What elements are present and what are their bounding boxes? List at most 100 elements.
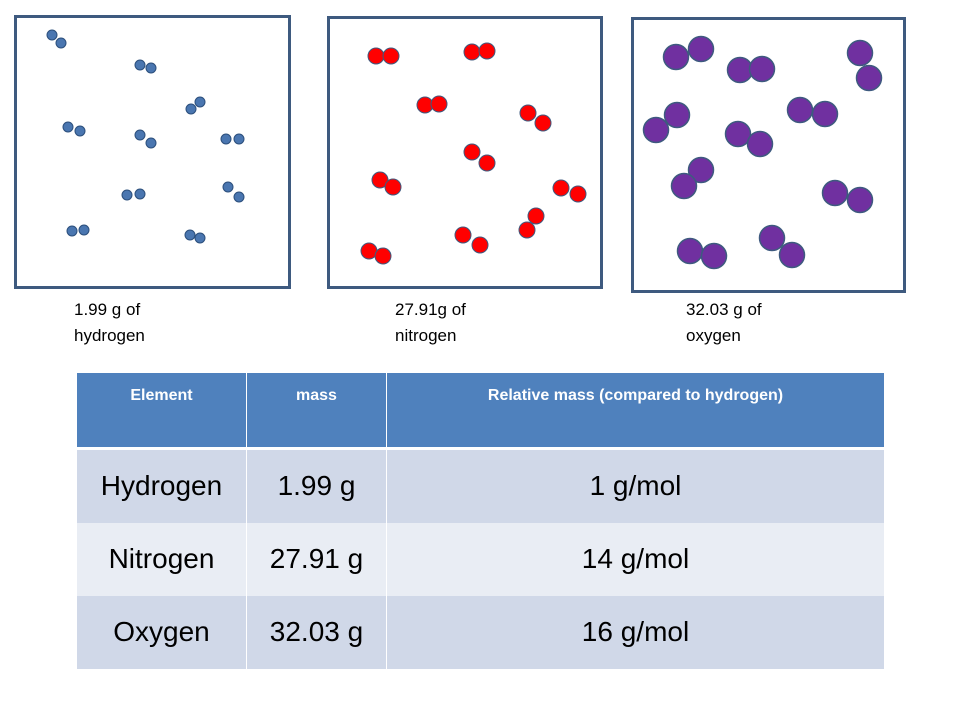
- oxygen-molecule: [726, 55, 776, 84]
- element-mass-table: Element mass Relative mass (compared to …: [76, 373, 885, 669]
- hydrogen-molecule: [185, 96, 206, 115]
- nitrogen-atom: [471, 236, 489, 254]
- hydrogen-molecule: [134, 129, 157, 149]
- oxygen-atom: [846, 39, 874, 67]
- nitrogen-atom: [374, 247, 392, 265]
- hydrogen-atom: [55, 37, 67, 49]
- nitrogen-molecule: [416, 95, 448, 114]
- oxygen-atom: [821, 179, 849, 207]
- hydrogen-atom: [134, 59, 146, 71]
- oxygen-molecule: [758, 224, 806, 269]
- nitrogen-molecule: [371, 171, 402, 196]
- oxygen-atom: [811, 100, 839, 128]
- nitrogen-atom: [527, 207, 545, 225]
- oxygen-container-box: [631, 17, 906, 293]
- oxygen-molecule: [821, 179, 874, 214]
- cell-element: Oxygen: [76, 595, 247, 669]
- hydrogen-molecule: [134, 59, 157, 74]
- nitrogen-atom: [367, 47, 385, 65]
- oxygen-molecule: [724, 120, 774, 158]
- nitrogen-atom: [454, 226, 472, 244]
- nitrogen-atom: [384, 178, 402, 196]
- hydrogen-atom: [145, 137, 157, 149]
- oxygen-molecule: [846, 39, 883, 92]
- hydrogen-caption: 1.99 g of hydrogen: [74, 300, 145, 345]
- nitrogen-caption: 27.91g of nitrogen: [395, 300, 466, 345]
- oxygen-atom: [642, 116, 670, 144]
- oxygen-atom: [855, 64, 883, 92]
- hydrogen-atom: [78, 224, 90, 236]
- hydrogen-atom: [220, 133, 232, 145]
- hydrogen-atom: [121, 189, 133, 201]
- nitrogen-atom: [478, 42, 496, 60]
- oxygen-atom: [786, 96, 814, 124]
- hydrogen-molecule: [220, 133, 245, 145]
- oxygen-atom: [726, 56, 754, 84]
- cell-relative-mass: 16 g/mol: [386, 595, 885, 669]
- hydrogen-atom: [62, 121, 74, 133]
- cell-mass: 27.91 g: [246, 522, 387, 596]
- oxygen-atom: [700, 242, 728, 270]
- table-row: Hydrogen 1.99 g 1 g/mol: [76, 448, 885, 523]
- hydrogen-molecule: [62, 121, 86, 137]
- hydrogen-molecule: [46, 29, 67, 49]
- nitrogen-molecule: [463, 143, 496, 172]
- nitrogen-atom: [371, 171, 389, 189]
- hydrogen-atom: [222, 181, 234, 193]
- hydrogen-atom: [145, 62, 157, 74]
- oxygen-atom: [662, 43, 690, 71]
- hydrogen-atom: [185, 103, 197, 115]
- nitrogen-molecule: [367, 47, 400, 65]
- nitrogen-atom: [534, 114, 552, 132]
- nitrogen-atom: [430, 95, 448, 113]
- hydrogen-atom: [66, 225, 78, 237]
- cell-mass: 1.99 g: [246, 448, 387, 523]
- cell-relative-mass: 14 g/mol: [386, 522, 885, 596]
- hydrogen-particles: [46, 29, 245, 244]
- hydrogen-container-box: [14, 15, 291, 289]
- nitrogen-molecule: [454, 226, 489, 254]
- table-header-row: Element mass Relative mass (compared to …: [76, 373, 885, 450]
- nitrogen-atom: [382, 47, 400, 65]
- nitrogen-molecule: [360, 242, 392, 265]
- nitrogen-molecule: [463, 42, 496, 61]
- oxygen-atom: [778, 241, 806, 269]
- oxygen-atom: [724, 120, 752, 148]
- hydrogen-atom: [233, 133, 245, 145]
- nitrogen-molecule: [519, 104, 552, 132]
- cell-element: Hydrogen: [76, 448, 247, 523]
- header-mass: mass: [246, 373, 387, 450]
- hydrogen-molecule: [184, 229, 206, 244]
- oxygen-molecule: [676, 237, 728, 270]
- nitrogen-atom: [552, 179, 570, 197]
- cell-relative-mass: 1 g/mol: [386, 448, 885, 523]
- nitrogen-container-box: [327, 16, 603, 289]
- hydrogen-atom: [194, 96, 206, 108]
- cell-element: Nitrogen: [76, 522, 247, 596]
- hydrogen-atom: [184, 229, 196, 241]
- oxygen-atom: [663, 101, 691, 129]
- oxygen-particles: [642, 35, 883, 270]
- nitrogen-atom: [569, 185, 587, 203]
- hydrogen-atom: [134, 129, 146, 141]
- hydrogen-molecule: [66, 224, 90, 237]
- nitrogen-atom: [518, 221, 536, 239]
- oxygen-caption: 32.03 g of oxygen: [686, 300, 762, 345]
- oxygen-atom: [670, 172, 698, 200]
- hydrogen-molecule: [121, 188, 146, 201]
- oxygen-atom: [687, 35, 715, 63]
- oxygen-atom: [758, 224, 786, 252]
- hydrogen-atom: [194, 232, 206, 244]
- oxygen-molecule: [670, 156, 715, 200]
- oxygen-atom: [676, 237, 704, 265]
- hydrogen-atom: [74, 125, 86, 137]
- nitrogen-atom: [519, 104, 537, 122]
- oxygen-molecule: [642, 101, 691, 144]
- nitrogen-particles: [360, 42, 587, 265]
- oxygen-molecule: [662, 35, 715, 71]
- hydrogen-atom: [134, 188, 146, 200]
- table-row: Oxygen 32.03 g 16 g/mol: [76, 595, 885, 669]
- nitrogen-atom: [478, 154, 496, 172]
- oxygen-atom: [746, 130, 774, 158]
- nitrogen-molecule: [518, 207, 545, 239]
